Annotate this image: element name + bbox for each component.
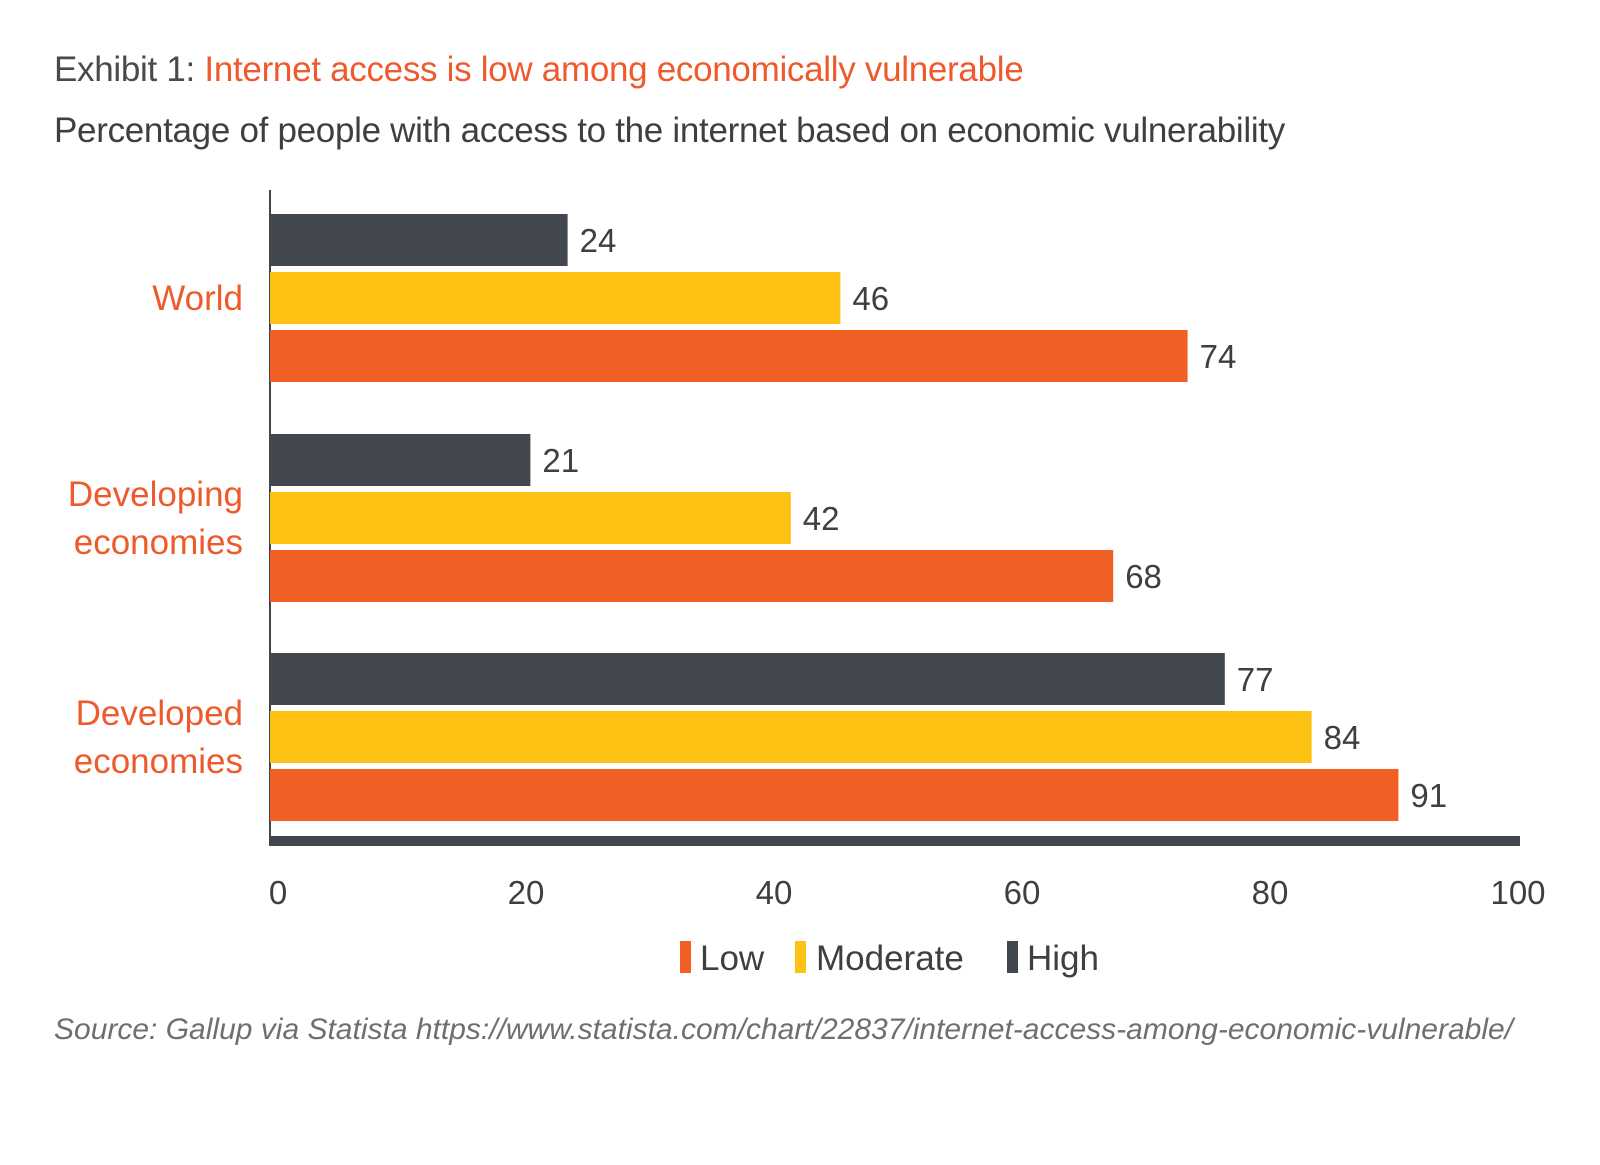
chart-subtitle: Percentage of people with access to the … [54,111,1285,150]
category-label-2-line-2: economies [74,523,243,562]
category-label-1-line-1: World [152,279,243,318]
data-label-high-1: 24 [580,222,617,259]
category-label-3-line-2: economies [74,742,243,781]
data-label-low-3: 91 [1410,777,1447,814]
x-tick-label-100: 100 [1490,874,1545,911]
legend-label-high: High [1027,939,1099,978]
chart-title: Exhibit 1: Internet access is low among … [54,50,1024,90]
data-label-low-2: 68 [1125,558,1162,595]
data-label-moderate-2: 42 [803,500,840,537]
x-tick-label-40: 40 [756,874,793,911]
data-label-low-1: 74 [1200,338,1237,375]
category-label-2-line-1: Developing [68,475,243,514]
bar-high-2 [270,434,531,486]
x-tick-label-60: 60 [1004,874,1041,911]
legend-label-moderate: Moderate [816,939,964,978]
bar-high-3 [270,653,1225,705]
legend-swatch-high [1007,941,1018,973]
bar-moderate-3 [270,711,1312,763]
data-label-high-2: 21 [542,442,579,479]
legend-swatch-low [680,941,691,973]
bar-moderate-1 [270,272,841,324]
source-note: Source: Gallup via Statista https://www.… [54,1013,1514,1046]
title-text: Internet access is low among economicall… [204,50,1024,89]
legend-label-low: Low [700,939,765,978]
data-label-high-3: 77 [1237,661,1274,698]
bar-chart: 24 46 74 World 21 42 68 Developing economies 77 84… [68,190,1546,978]
bar-moderate-2 [270,492,791,544]
bar-low-1 [270,330,1188,382]
x-axis-line [269,836,1520,846]
exhibit-label: Exhibit 1: [54,50,205,89]
x-tick-label-0: 0 [269,874,287,911]
x-tick-label-20: 20 [508,874,545,911]
legend-swatch-moderate [795,941,806,973]
data-label-moderate-3: 84 [1324,719,1361,756]
category-label-3-line-1: Developed [76,694,243,733]
bar-low-2 [270,550,1114,602]
x-tick-label-80: 80 [1252,874,1289,911]
data-label-moderate-1: 46 [852,280,889,317]
bar-low-3 [270,769,1399,821]
bar-high-1 [270,214,568,266]
